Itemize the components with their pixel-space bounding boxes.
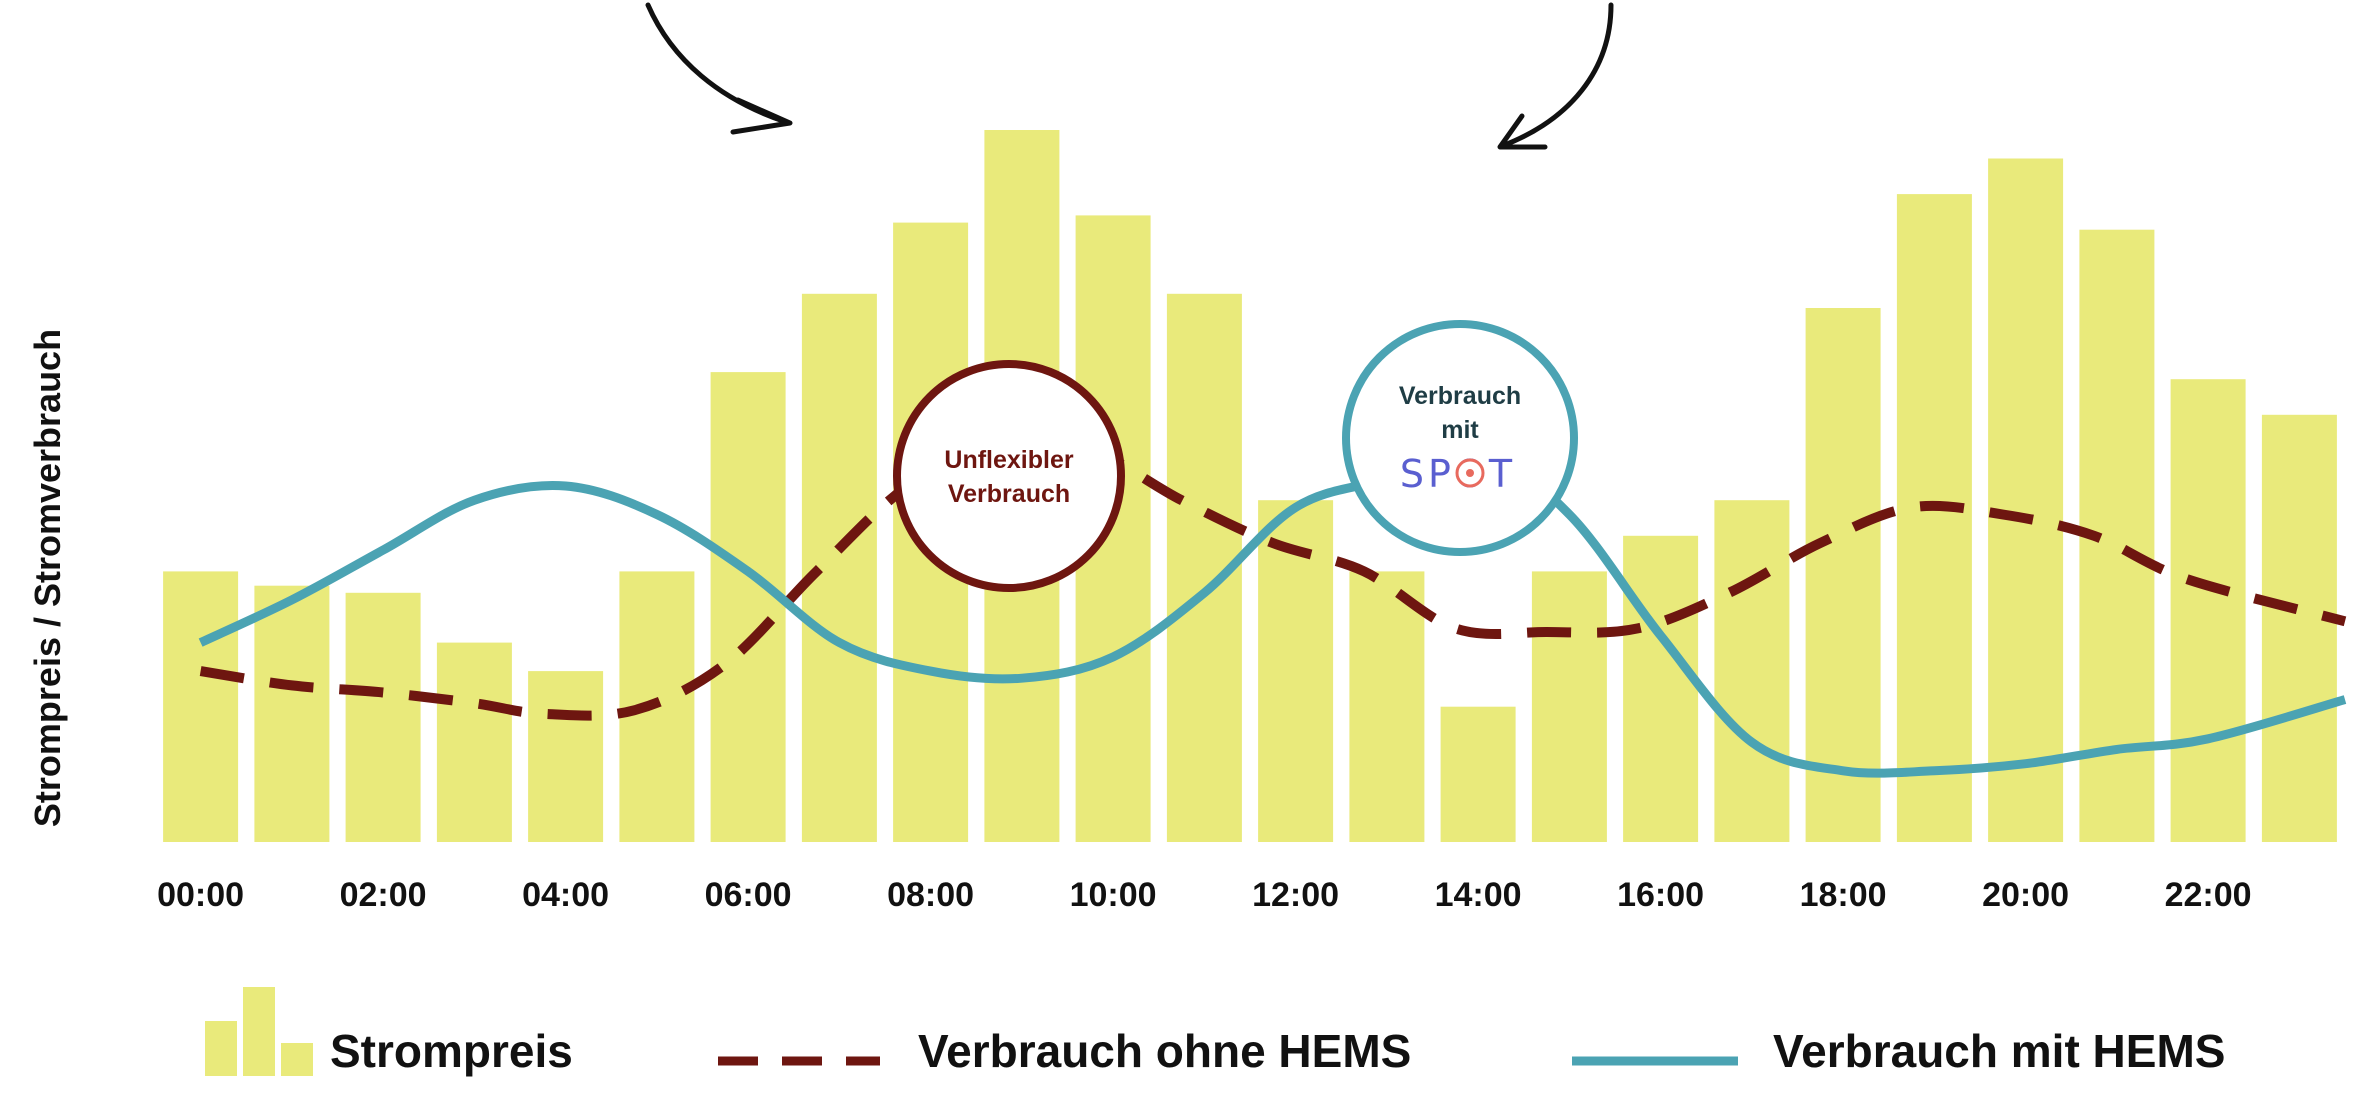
y-axis-label: Strompreis / Stromverbrauch bbox=[27, 329, 68, 827]
x-tick-label: 10:00 bbox=[1070, 876, 1157, 914]
consumption-lines bbox=[198, 435, 2347, 778]
price-bar bbox=[1988, 158, 2064, 842]
price-bar bbox=[1531, 571, 1607, 842]
price-bar bbox=[163, 571, 239, 842]
x-tick-label: 00:00 bbox=[157, 876, 244, 914]
x-tick-label: 20:00 bbox=[1982, 876, 2069, 914]
price-bar bbox=[1258, 500, 1334, 842]
curved-arrow-right-icon bbox=[1497, 2, 1614, 150]
x-axis-ticks: 00:00 02:00 04:00 06:00 08:00 10:00 12:00 14:00… bbox=[157, 876, 2251, 914]
price-bar bbox=[710, 372, 786, 842]
x-tick-label: 12:00 bbox=[1252, 876, 1339, 914]
x-tick-label: 14:00 bbox=[1435, 876, 1522, 914]
legend-verbrauch-ohne-hems: Verbrauch ohne HEMS bbox=[918, 1025, 1411, 1077]
price-bar bbox=[1714, 500, 1790, 842]
curved-arrow-left-icon bbox=[645, 2, 793, 135]
x-tick-label: 02:00 bbox=[340, 876, 427, 914]
price-bar bbox=[1349, 571, 1425, 842]
price-bar bbox=[254, 585, 330, 842]
line-verbrauch-mit-hems bbox=[198, 445, 2347, 778]
x-tick-label: 22:00 bbox=[2165, 876, 2252, 914]
price-bar bbox=[1805, 308, 1881, 842]
x-tick-label: 16:00 bbox=[1617, 876, 1704, 914]
price-bars bbox=[163, 130, 2337, 843]
legend-strompreis: Strompreis bbox=[330, 1025, 573, 1077]
price-bar bbox=[1440, 706, 1516, 842]
price-bar bbox=[2261, 414, 2337, 842]
legend: Strompreis Verbrauch ohne HEMS Verbrauch… bbox=[205, 987, 2225, 1077]
callout-unflexibler-verbrauch: Unflexibler Verbrauch bbox=[893, 360, 1125, 592]
price-bar bbox=[528, 671, 604, 842]
bar-legend-icon bbox=[205, 987, 313, 1076]
price-bar bbox=[345, 592, 421, 842]
callout-spot-line1: Verbrauch bbox=[1399, 382, 1521, 410]
callout-verbrauch-mit-spot: Verbrauch mit SPOT bbox=[1342, 320, 1578, 556]
x-tick-label: 08:00 bbox=[887, 876, 974, 914]
line-verbrauch-ohne-hems bbox=[199, 435, 2347, 721]
spot-logo: SPOT bbox=[1400, 452, 1512, 496]
callout-unflexibel-line2: Verbrauch bbox=[948, 480, 1070, 508]
x-tick-label: 04:00 bbox=[522, 876, 609, 914]
price-bar bbox=[2170, 379, 2246, 842]
price-bar bbox=[1896, 194, 1972, 843]
legend-verbrauch-mit-hems: Verbrauch mit HEMS bbox=[1773, 1025, 2225, 1077]
price-bar bbox=[1623, 535, 1699, 842]
callout-spot-line2: mit bbox=[1441, 416, 1479, 444]
price-bar bbox=[436, 642, 512, 842]
callout-unflexibel-line1: Unflexibler bbox=[944, 446, 1073, 474]
x-tick-label: 18:00 bbox=[1800, 876, 1887, 914]
x-tick-label: 06:00 bbox=[705, 876, 792, 914]
